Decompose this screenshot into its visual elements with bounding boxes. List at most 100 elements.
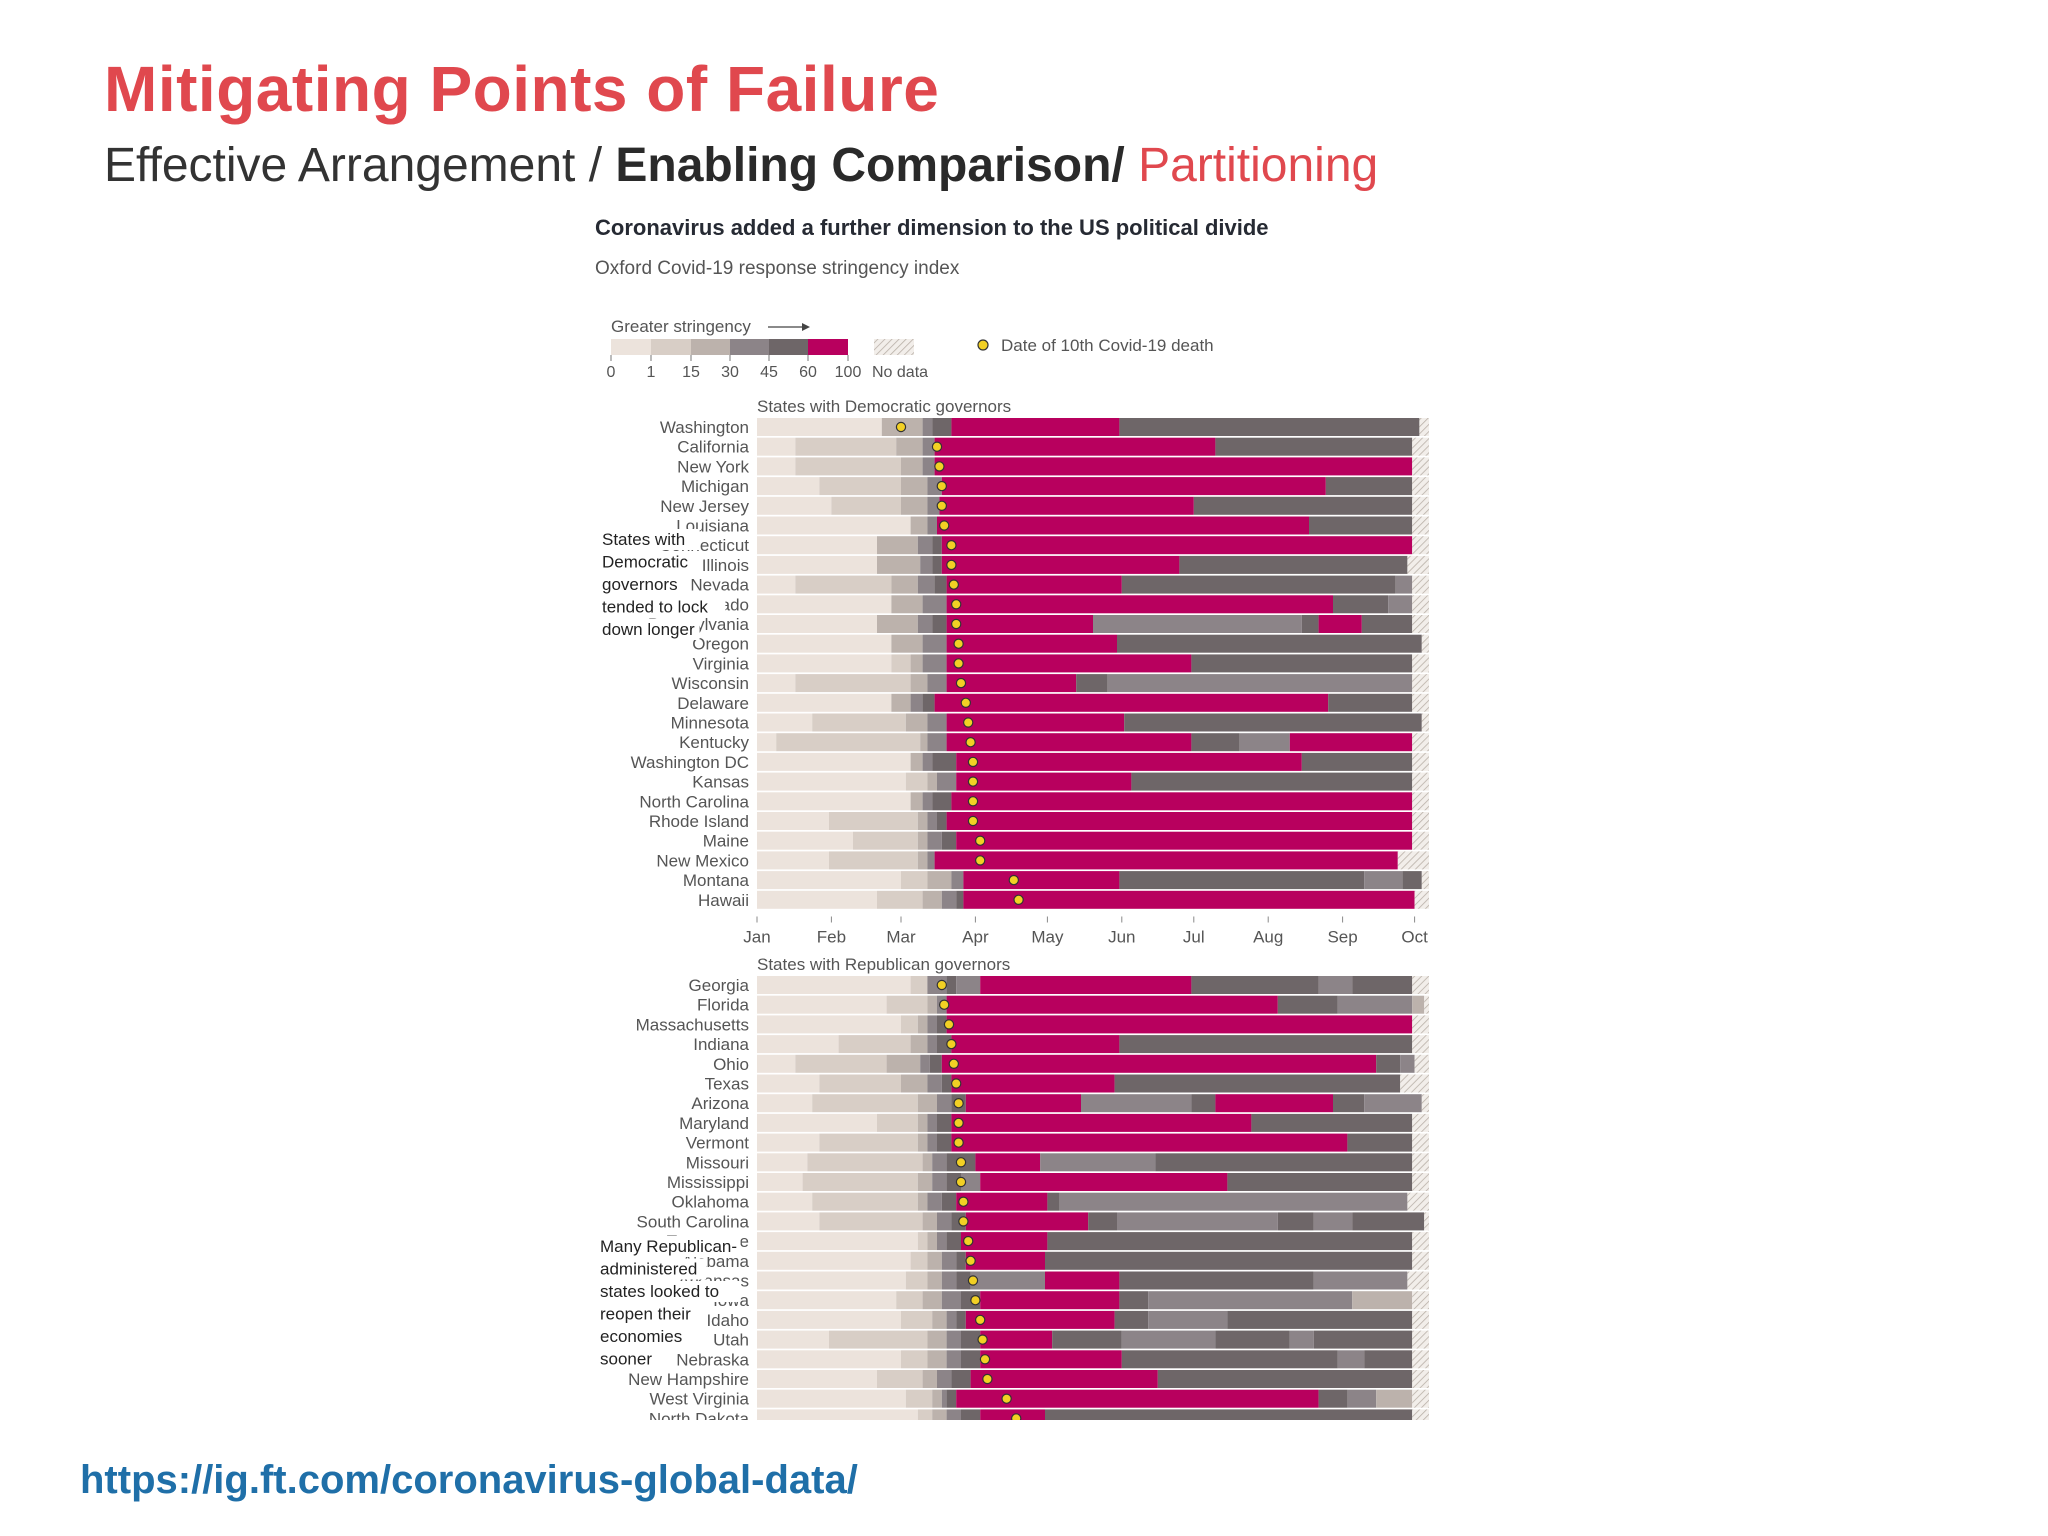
stringency-segment (1414, 1054, 1429, 1073)
stringency-segment (937, 1035, 952, 1054)
stringency-segment (802, 1173, 918, 1191)
stringency-segment (1301, 615, 1319, 633)
stringency-segment (877, 1370, 923, 1388)
stringency-segment (932, 418, 952, 436)
stringency-segment (877, 536, 918, 555)
state-label: Georgia (689, 976, 750, 995)
stringency-segment (1397, 851, 1429, 870)
stringency-segment (1412, 615, 1429, 633)
tenth-death-marker (967, 815, 979, 827)
stringency-segment (946, 1310, 957, 1329)
stringency-segment (927, 1330, 947, 1349)
state-label: Idaho (706, 1311, 749, 1330)
stringency-segment (1412, 1232, 1429, 1251)
stringency-segment (1412, 1291, 1429, 1310)
stringency-segment (946, 713, 1125, 732)
stringency-segment (922, 654, 947, 673)
stringency-segment (934, 457, 1413, 476)
source-link[interactable]: https://ig.ft.com/coronavirus-global-dat… (80, 1458, 858, 1502)
stringency-segment (757, 812, 829, 830)
stringency-segment (757, 654, 892, 673)
tenth-death-marker (955, 1157, 967, 1168)
stringency-segment (946, 1409, 961, 1420)
stringency-segment (877, 1113, 918, 1132)
stringency-segment (934, 851, 1398, 870)
state-label: Washington (660, 418, 749, 437)
state-label: Arizona (691, 1094, 749, 1113)
stringency-segment (1412, 674, 1429, 693)
slide-title: Mitigating Points of Failure (104, 53, 940, 125)
stringency-segment (1179, 555, 1408, 574)
stringency-segment (1088, 1212, 1117, 1231)
stringency-segment (961, 1350, 981, 1369)
row-washington-dc: Washington DC (631, 752, 1429, 772)
stringency-segment (1239, 733, 1290, 752)
stringency-segment (757, 477, 820, 496)
stringency-segment (937, 1370, 952, 1388)
state-label: Maine (703, 832, 749, 851)
stringency-segment (1227, 1310, 1413, 1329)
stringency-segment (838, 1035, 911, 1054)
stringency-segment (1412, 457, 1429, 476)
tenth-death-marker (943, 1019, 955, 1030)
stringency-segment (1412, 575, 1429, 594)
stringency-segment (917, 1015, 928, 1034)
stringency-segment (946, 615, 1093, 633)
stringency-segment (757, 1094, 813, 1113)
stringency-segment (1412, 1350, 1429, 1369)
stringency-segment (961, 1232, 1048, 1251)
annotation-line: economies (600, 1327, 682, 1346)
stringency-segment (1352, 976, 1413, 994)
state-label: New Mexico (656, 851, 749, 870)
state-label: North Dakota (649, 1409, 750, 1420)
stringency-segment (829, 812, 918, 830)
row-vermont: Vermont (686, 1133, 1429, 1153)
row-oregon: Oregon (692, 634, 1429, 654)
stringency-segment (757, 457, 796, 476)
stringency-segment (1412, 812, 1429, 830)
stringency-segment (1318, 615, 1362, 633)
stringency-segment (941, 1074, 952, 1093)
stringency-segment (917, 1094, 937, 1113)
legend-swatch-0 (611, 339, 651, 355)
tenth-death-marker (936, 480, 947, 492)
stringency-segment (757, 516, 911, 535)
stringency-segment (757, 1192, 813, 1211)
row-washington: Washington (660, 418, 1429, 437)
annotation-line: down longer (602, 620, 695, 639)
x-tick-label: Oct (1401, 928, 1428, 947)
stringency-segment (757, 1350, 901, 1369)
stringency-segment (1352, 1212, 1425, 1231)
stringency-segment (932, 792, 952, 811)
stringency-segment (757, 1251, 911, 1270)
stringency-segment (1412, 831, 1429, 850)
legend-swatch-3 (730, 339, 769, 355)
stringency-segment (975, 1153, 1041, 1172)
tenth-death-marker (977, 1334, 988, 1345)
stringency-segment (927, 516, 937, 535)
stringency-segment (1412, 516, 1429, 535)
stringency-segment (757, 1133, 820, 1152)
stringency-segment (927, 1015, 937, 1034)
stringency-segment (1215, 1094, 1333, 1113)
stringency-segment (1191, 733, 1240, 752)
row-new-hampshire: New Hampshire (628, 1370, 1429, 1389)
stringency-segment (961, 1330, 981, 1349)
stringency-segment (927, 812, 937, 830)
row-iowa: Iowa (713, 1291, 1429, 1310)
stringency-segment (1412, 496, 1429, 515)
stringency-segment (910, 1035, 928, 1054)
stringency-segment (922, 418, 933, 436)
stringency-segment (1412, 693, 1429, 712)
stringency-segment (1333, 595, 1389, 614)
stringency-segment (910, 1251, 928, 1270)
tenth-death-marker (936, 979, 947, 991)
annotation-bg (597, 1236, 741, 1257)
annotation-line: governors (602, 575, 678, 594)
tenth-death-marker (951, 1078, 962, 1089)
stringency-segment (901, 477, 928, 496)
stringency-segment (927, 1251, 942, 1270)
row-idaho: Idaho (706, 1310, 1429, 1330)
stringency-segment (1119, 1035, 1413, 1054)
stringency-segment (934, 575, 947, 594)
